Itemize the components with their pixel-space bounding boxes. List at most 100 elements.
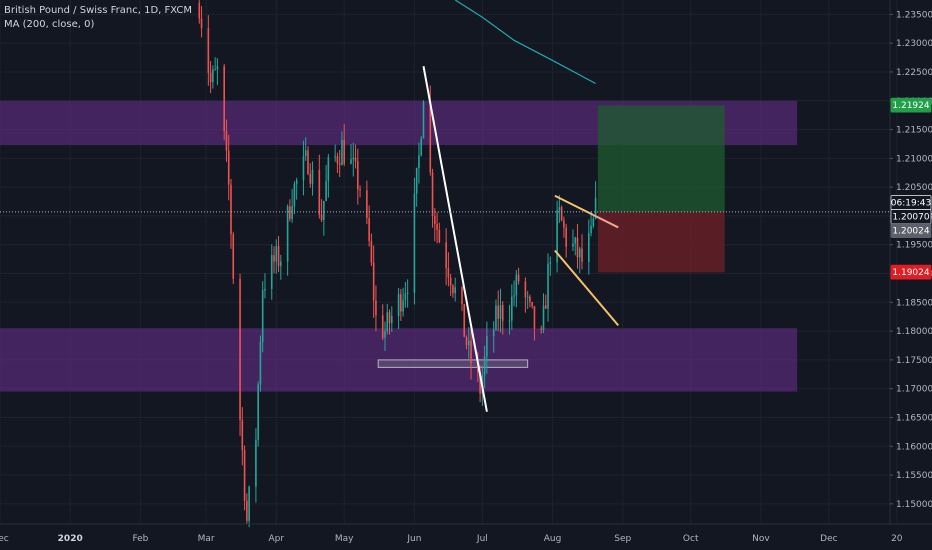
candle-body — [273, 255, 275, 262]
candle-body — [492, 329, 495, 337]
candle-body — [467, 340, 470, 346]
candle-body — [200, 18, 203, 29]
price-tag-bg — [890, 97, 932, 113]
drawings[interactable] — [422, 66, 620, 412]
candle-body — [257, 384, 259, 440]
candle-body — [524, 281, 527, 298]
candle-body — [255, 439, 257, 487]
candle-body — [327, 157, 330, 181]
candle-body — [307, 150, 309, 174]
candle-body — [515, 274, 518, 296]
stop-zone — [597, 211, 725, 273]
y-tick-label: 1.21500 — [896, 126, 932, 136]
candle-body — [436, 224, 438, 230]
candle-body — [241, 419, 244, 451]
candle-body — [232, 234, 235, 279]
candle-body — [431, 172, 434, 217]
candle-body — [291, 206, 293, 219]
candle-body — [304, 150, 307, 157]
candle-body — [533, 306, 536, 329]
x-tick-label: Jun — [406, 534, 421, 544]
candle-body — [397, 294, 400, 317]
price-tag-label: 1.20024 — [892, 227, 929, 237]
candle-body — [511, 296, 513, 321]
candle-body — [216, 66, 219, 70]
y-tick-label: 1.20500 — [896, 183, 932, 193]
candle-body — [370, 240, 373, 263]
candle-body — [388, 312, 391, 324]
candle-body — [264, 288, 266, 291]
candle-body — [445, 242, 447, 269]
candle-body — [526, 296, 529, 298]
candle-body — [338, 163, 341, 165]
candle-body — [325, 180, 327, 201]
candle-body — [574, 237, 577, 244]
y-tick-label: 1.23000 — [896, 39, 932, 49]
x-tick-label: 2020 — [58, 534, 83, 544]
y-tick-label: 1.15500 — [896, 471, 932, 481]
candle-body — [386, 312, 389, 332]
candle-body — [556, 210, 558, 263]
candle-body — [544, 305, 547, 309]
candle-body — [465, 336, 468, 346]
x-tick-label: Sep — [614, 534, 631, 544]
candle-body — [309, 173, 312, 184]
candle-body — [434, 216, 436, 225]
time-axis[interactable]: Dec 2020 Feb Mar Apr May Jun Jul Aug Sep Oct Nov Dec… — [0, 534, 903, 544]
candle-body — [341, 140, 343, 165]
candle-body — [470, 340, 472, 364]
candle-body — [563, 220, 565, 228]
candle-body — [343, 140, 346, 164]
candle-body — [549, 262, 552, 264]
x-tick-label: Mar — [198, 534, 215, 544]
candle-body — [207, 28, 210, 73]
y-tick-label: 1.16500 — [896, 413, 932, 423]
candle-body — [259, 341, 262, 385]
moving-average — [454, 0, 596, 85]
long-position[interactable] — [597, 105, 725, 273]
candle-body — [402, 300, 404, 312]
trend-line — [422, 66, 488, 412]
candle-body — [320, 214, 323, 220]
price-tags: 1.21924 06:19:43 1.20070 1.20024 1.19024 — [890, 97, 932, 280]
price-tag-label: 1.19024 — [892, 268, 929, 278]
candle-body — [429, 101, 432, 173]
candle-body — [406, 292, 409, 294]
candle-body — [381, 315, 384, 338]
candle-body — [531, 301, 533, 307]
y-tick-label: 1.22500 — [896, 68, 932, 78]
candle-body — [422, 101, 425, 139]
candle-body — [239, 278, 241, 420]
ma-indicator-label[interactable]: MA (200, close, 0) — [4, 19, 95, 30]
candle-body — [501, 305, 504, 321]
candle-body — [246, 500, 248, 521]
target-zone — [597, 105, 725, 212]
channel-line — [554, 194, 594, 216]
candle-body — [592, 218, 595, 227]
candle-body — [542, 305, 545, 331]
candle-body — [352, 157, 355, 160]
candle-body — [293, 183, 296, 207]
y-tick-label: 1.18500 — [896, 298, 932, 308]
candle-body — [270, 255, 273, 289]
symbol-title[interactable]: British Pound / Swiss Franc, 1D, FXCM — [4, 5, 192, 16]
candle-body — [590, 226, 592, 234]
candle-body — [277, 246, 280, 267]
candle-body — [479, 372, 481, 394]
candle-body — [350, 159, 352, 164]
candle-body — [400, 294, 402, 312]
candle-body — [578, 248, 581, 258]
candle-body — [323, 200, 325, 220]
candle-body — [404, 293, 407, 301]
y-tick-label: 1.23500 — [896, 10, 932, 20]
candle-body — [223, 66, 225, 132]
x-tick-label: 20 — [891, 534, 903, 544]
candle-body — [214, 69, 216, 71]
candle-body — [230, 184, 232, 235]
price-tag-bg — [890, 223, 932, 238]
y-tick-label: 1.15000 — [896, 500, 932, 510]
candle-body — [318, 169, 321, 215]
x-tick-label: Jul — [476, 534, 488, 544]
candle-body — [483, 356, 486, 376]
